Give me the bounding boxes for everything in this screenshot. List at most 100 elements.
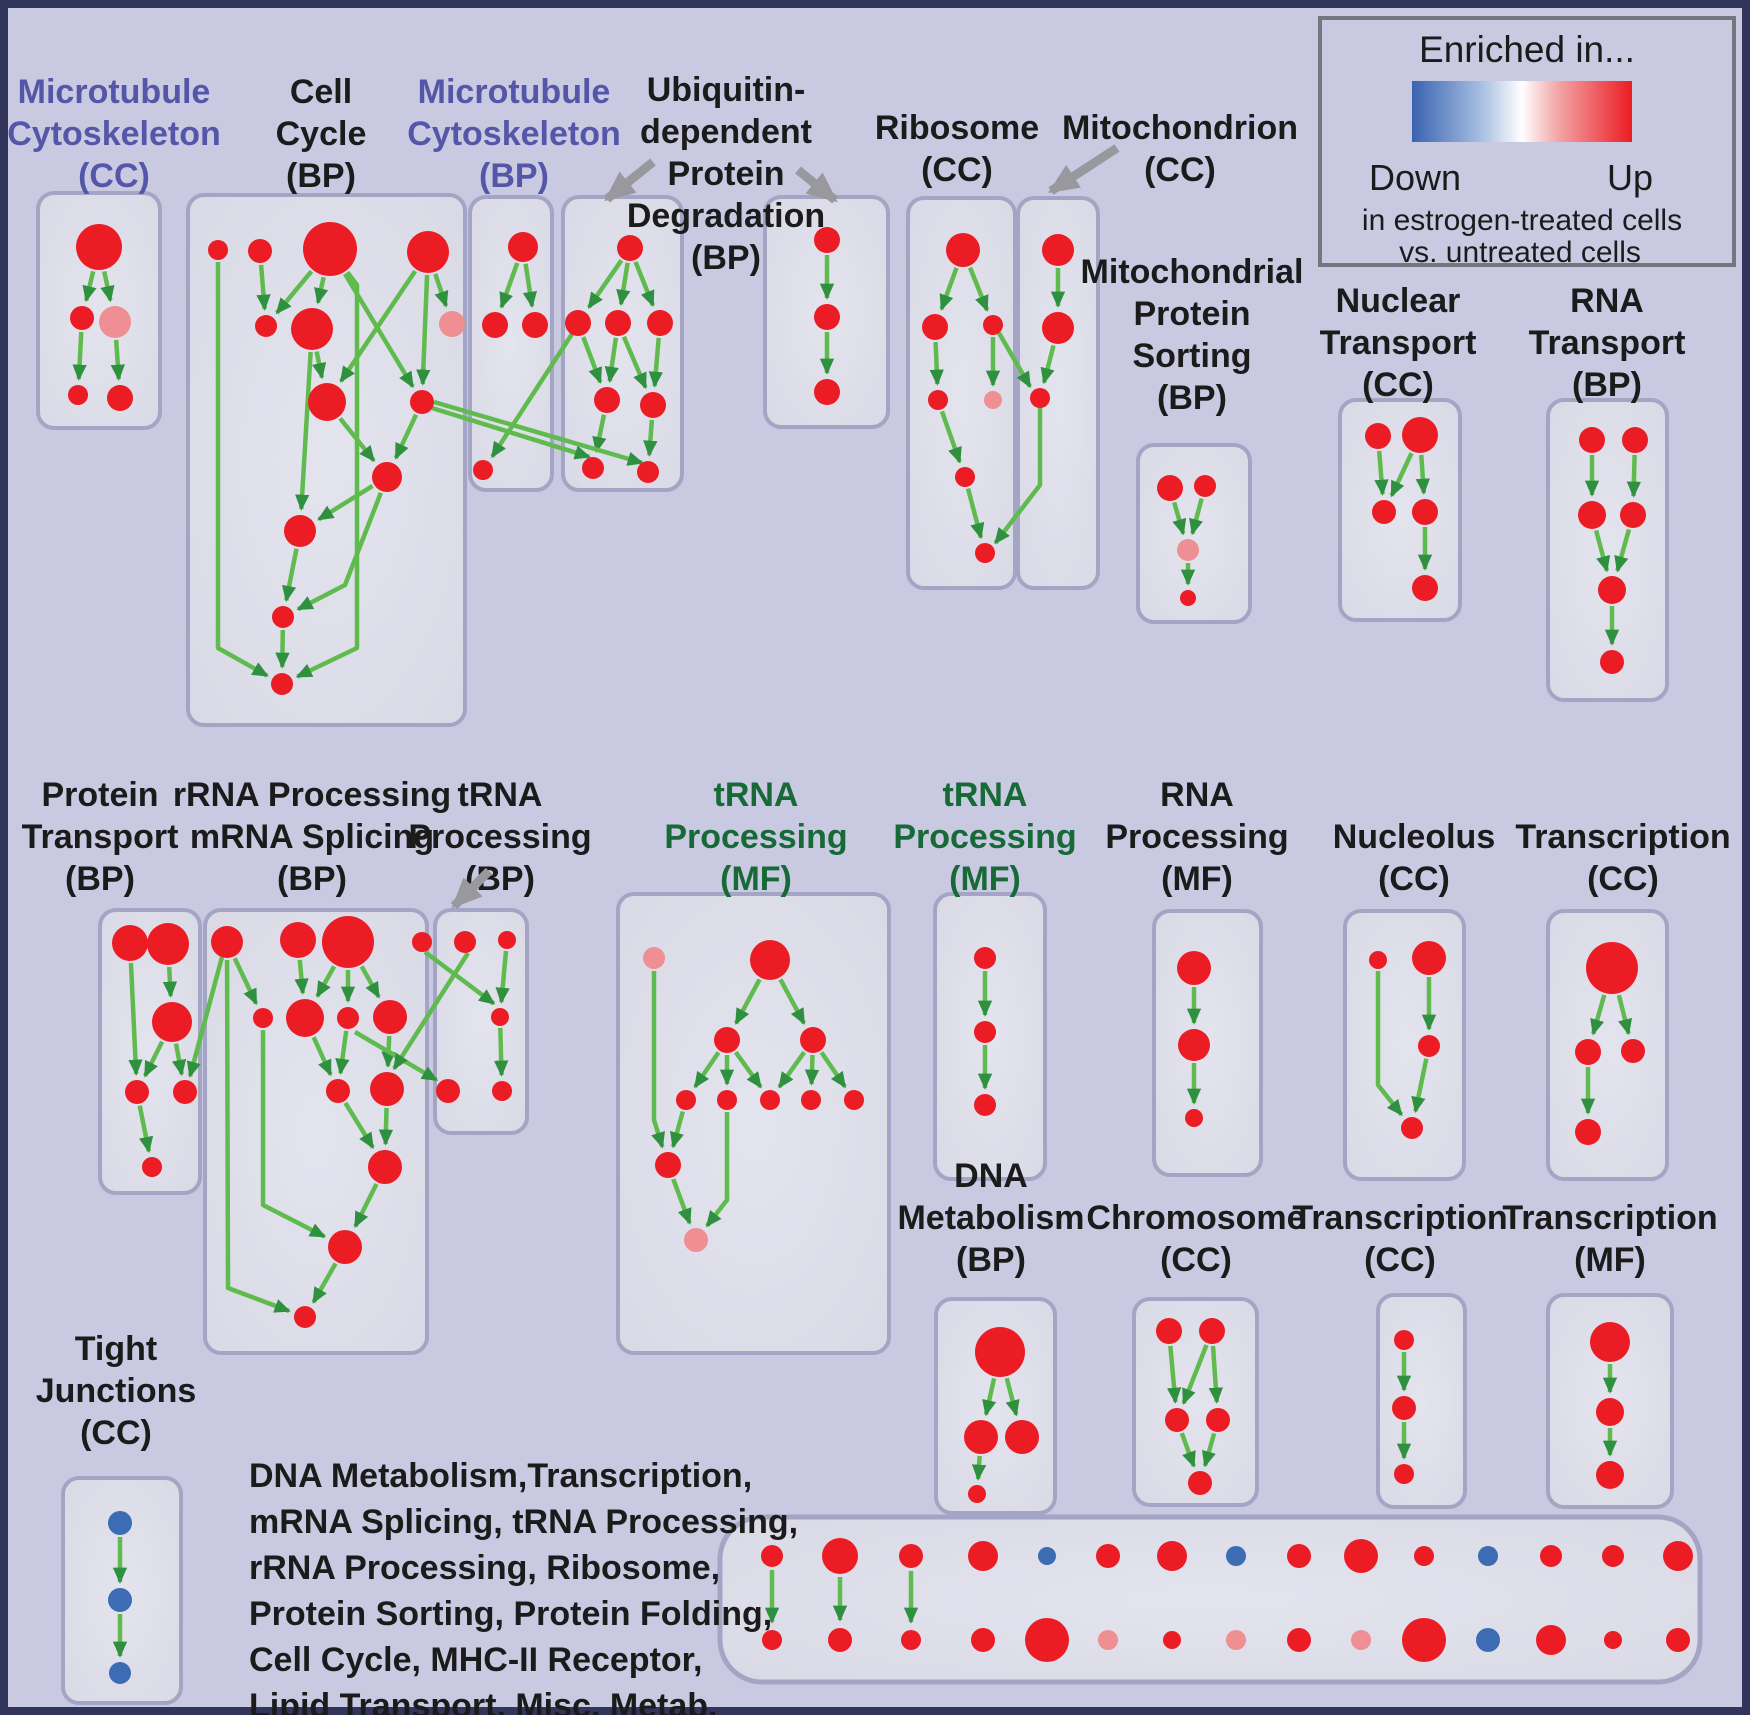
cross-edge-ubiq-to-microtubule-bp — [490, 332, 574, 459]
grid-node-bottom-0 — [762, 1630, 782, 1650]
node-rrna-mrna-6 — [337, 1007, 359, 1029]
node-mitochondrion-cc-0 — [1042, 234, 1074, 266]
node-dna-metabolism-2 — [1005, 1420, 1039, 1454]
node-protein-transport-0 — [112, 925, 148, 961]
node-cell-cycle-6 — [439, 311, 465, 337]
grid-node-top-14 — [1663, 1541, 1693, 1571]
cluster-label-transcription-cc3: Transcription (CC) — [1292, 1199, 1507, 1279]
edge-ribosome-cc — [929, 341, 944, 386]
node-tight-junctions-2 — [109, 1662, 131, 1684]
node-trna-mf-small-0 — [974, 947, 996, 969]
edges-layer — [72, 255, 1642, 1658]
cluster-label-cell-cycle: Cell Cycle (BP) — [276, 73, 367, 195]
grid-node-bottom-5 — [1098, 1630, 1118, 1650]
node-microtubule-bp-3 — [473, 460, 493, 480]
node-rrna-mrna-7 — [373, 1000, 407, 1034]
node-ribosome-cc-5 — [955, 467, 975, 487]
cluster-label-rna-processing: RNA Processing (MF) — [1105, 776, 1288, 898]
edge-rrna-mrna — [359, 965, 381, 999]
node-cell-cycle-9 — [372, 462, 402, 492]
edge-nuclear-transport — [1389, 452, 1414, 498]
node-cell-cycle-2 — [303, 222, 357, 276]
edge-rrna-mrna — [378, 1107, 394, 1146]
grid-node-top-10 — [1414, 1546, 1434, 1566]
node-protein-transport-4 — [173, 1080, 197, 1104]
node-ubiquitin-degradation-0 — [617, 235, 643, 261]
node-rna-transport-2 — [1578, 501, 1606, 529]
edge-protein-transport — [128, 962, 143, 1076]
edge-ribosome-cc — [939, 410, 962, 464]
edge-transcription-cc-2 — [1590, 994, 1607, 1036]
node-ubiquitin-degradation-7 — [637, 461, 659, 483]
edge-chromosome-cc — [1201, 1432, 1217, 1468]
node-chromosome-cc-1 — [1199, 1318, 1225, 1344]
cluster-label-transcription-cc2: Transcription (CC) — [1515, 818, 1730, 898]
edge-microtubule-cc — [110, 339, 125, 381]
node-cell-cycle-11 — [272, 606, 294, 628]
node-trna-mf-large-10 — [684, 1228, 708, 1252]
node-microtubule-cc-1 — [70, 306, 94, 330]
node-cell-cycle-4 — [255, 315, 277, 337]
cluster-label-rna-transport: RNA Transport (BP) — [1529, 282, 1686, 404]
cluster-box-rna-transport — [1546, 398, 1669, 702]
edge-dna-metabolism — [982, 1377, 997, 1417]
edge-cell-cycle — [294, 351, 313, 511]
edge-rrna-mrna — [343, 1101, 375, 1149]
grid-node-bottom-2 — [901, 1630, 921, 1650]
cluster-box-transcription-cc-2 — [1546, 909, 1669, 1181]
node-mitochondrion-cc-2 — [1030, 388, 1050, 408]
grid-node-bottom-9 — [1351, 1630, 1371, 1650]
edge-rna-transport — [1614, 528, 1632, 573]
node-chromosome-cc-0 — [1156, 1318, 1182, 1344]
node-cell-cycle-8 — [410, 390, 434, 414]
node-cell-cycle-5 — [291, 308, 333, 350]
legend-subtitle-2: vs. untreated cells — [1399, 236, 1641, 269]
edge-cell-cycle — [282, 548, 299, 603]
node-transcription-mf-2 — [1596, 1461, 1624, 1489]
grid-node-top-4 — [1038, 1547, 1056, 1565]
misc-category-text: DNA Metabolism,Transcription, mRNA Splici… — [249, 1457, 798, 1715]
node-rna-transport-4 — [1598, 576, 1626, 604]
edge-dna-metabolism — [971, 1455, 987, 1481]
edge-microtubule-cc — [72, 331, 87, 381]
node-nucleolus-cc-2 — [1418, 1035, 1440, 1057]
node-rrna-mrna-12 — [294, 1306, 316, 1328]
edge-cell-cycle — [256, 264, 271, 311]
nodes-layer — [68, 222, 1648, 1684]
node-nucleolus-cc-0 — [1369, 951, 1387, 969]
node-ubiquitin-degradation-4 — [594, 387, 620, 413]
node-ribosome-cc-0 — [946, 233, 980, 267]
edge-ribosome-cc — [965, 488, 985, 540]
grid-node-top-0 — [761, 1545, 783, 1567]
edge-cell-cycle — [275, 269, 314, 315]
legend: Enriched in... Down Up in estrogen-treat… — [1318, 16, 1736, 269]
node-dna-metabolism-0 — [975, 1327, 1025, 1377]
grid-node-bottom-10 — [1402, 1618, 1446, 1662]
edge-trna-mf-large — [693, 1051, 721, 1089]
node-trna-mf-large-7 — [801, 1090, 821, 1110]
cluster-box-protein-transport — [98, 908, 202, 1195]
edge-cell-cycle — [433, 273, 449, 308]
node-trna-bp-4 — [492, 1081, 512, 1101]
node-dna-metabolism-1 — [964, 1420, 998, 1454]
edge-ubiquitin-degradation — [581, 336, 603, 384]
node-rrna-mrna-2 — [322, 916, 374, 968]
node-rrna-mrna-5 — [286, 999, 324, 1037]
node-nucleolus-cc-3 — [1401, 1117, 1423, 1139]
edge-cell-cycle — [312, 351, 327, 380]
grid-node-top-11 — [1478, 1546, 1498, 1566]
annotation-arrow-0 — [604, 158, 656, 203]
edge-trna-mf-large — [819, 1051, 847, 1089]
edge-trna-mf-large — [777, 1050, 807, 1089]
node-trna-mf-large-6 — [760, 1090, 780, 1110]
edge-ribosome-cc — [939, 267, 959, 311]
node-rna-processing-mf-2 — [1185, 1109, 1203, 1127]
edge-mito-protein-sorting — [1172, 501, 1187, 536]
edge-rrna-mrna — [311, 1036, 333, 1077]
cluster-label-transcription-mf: Transcription (MF) — [1502, 1199, 1717, 1279]
node-ribosome-cc-2 — [983, 315, 1003, 335]
node-trna-bp-1 — [498, 931, 516, 949]
edge-cell-cycle — [275, 629, 290, 669]
